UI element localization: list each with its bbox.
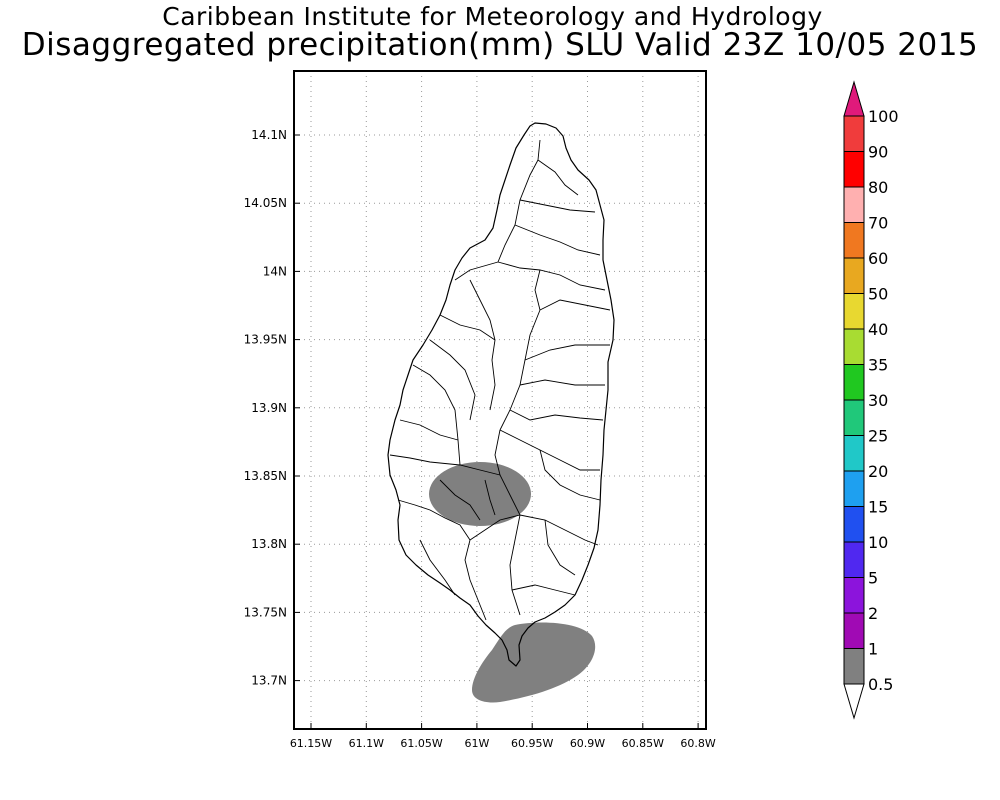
colorbar-box bbox=[843, 648, 865, 685]
x-tick-label: 61.05W bbox=[400, 737, 442, 750]
colorbar-box bbox=[843, 151, 865, 188]
x-tick-label: 61.15W bbox=[290, 737, 332, 750]
colorbar-label: 100 bbox=[868, 107, 899, 126]
colorbar-label: 35 bbox=[868, 356, 888, 375]
y-axis-ticks: 14.1N 14.05N 14N 13.95N 13.9N 13.85N 13.8N 13.7… bbox=[244, 128, 300, 688]
y-tick-label: 13.8N bbox=[251, 537, 287, 551]
colorbar-box bbox=[843, 577, 865, 614]
colorbar-box bbox=[843, 364, 865, 401]
colorbar-box bbox=[843, 328, 865, 365]
colorbar-box bbox=[843, 186, 865, 223]
x-tick-label: 60.85W bbox=[622, 737, 664, 750]
chart-subtitle: Disaggregated precipitation(mm) SLU Vali… bbox=[21, 27, 979, 63]
x-tick-label: 60.8W bbox=[680, 737, 715, 750]
colorbar-label: 70 bbox=[868, 214, 888, 233]
x-axis-ticks: 61.15W 61.1W 61.05W 61W 60.95W 60.9W 60.85W 60.… bbox=[290, 723, 716, 750]
x-tick-label: 60.9W bbox=[570, 737, 605, 750]
map-frame bbox=[293, 70, 707, 730]
colorbar-label: 25 bbox=[868, 427, 888, 446]
colorbar: 100 90 80 70 60 50 40 35 30 25 20 15 10 5 2 1 0.5 bbox=[843, 80, 899, 720]
y-tick-label: 13.7N bbox=[251, 674, 287, 688]
colorbar-box bbox=[843, 222, 865, 259]
colorbar-box bbox=[843, 293, 865, 330]
y-tick-label: 14N bbox=[263, 264, 287, 278]
colorbar-label: 1 bbox=[868, 640, 878, 659]
precip-area-south bbox=[472, 622, 596, 703]
y-tick-label: 13.9N bbox=[251, 401, 287, 415]
y-tick-label: 13.95N bbox=[244, 333, 287, 347]
colorbar-label: 60 bbox=[868, 249, 888, 268]
colorbar-label: 0.5 bbox=[868, 675, 893, 694]
colorbar-label: 80 bbox=[868, 178, 888, 197]
y-tick-label: 13.85N bbox=[244, 469, 287, 483]
colorbar-label: 90 bbox=[868, 143, 888, 162]
colorbar-label: 20 bbox=[868, 462, 888, 481]
y-tick-label: 13.75N bbox=[244, 605, 287, 619]
island-outline bbox=[387, 122, 615, 667]
map-grid bbox=[294, 71, 706, 729]
y-tick-label: 14.05N bbox=[244, 196, 287, 210]
colorbar-box bbox=[843, 399, 865, 436]
x-tick-label: 61.1W bbox=[349, 737, 384, 750]
colorbar-box bbox=[843, 435, 865, 472]
colorbar-label: 50 bbox=[868, 285, 888, 304]
x-tick-label: 60.95W bbox=[511, 737, 553, 750]
colorbar-bottom-triangle bbox=[843, 683, 865, 720]
colorbar-box bbox=[843, 257, 865, 294]
colorbar-box bbox=[843, 115, 865, 152]
colorbar-label: 30 bbox=[868, 391, 888, 410]
colorbar-top-triangle bbox=[843, 80, 865, 117]
colorbar-box bbox=[843, 541, 865, 578]
colorbar-label: 10 bbox=[868, 533, 888, 552]
colorbar-label: 2 bbox=[868, 604, 878, 623]
x-tick-label: 61W bbox=[464, 737, 489, 750]
colorbar-label: 5 bbox=[868, 569, 878, 588]
colorbar-box bbox=[843, 470, 865, 507]
colorbar-label: 40 bbox=[868, 320, 888, 339]
colorbar-box bbox=[843, 612, 865, 649]
chart-title: Caribbean Institute for Meteorology and … bbox=[162, 2, 823, 31]
y-tick-label: 14.1N bbox=[251, 128, 287, 142]
watershed-boundaries bbox=[389, 139, 611, 621]
precip-area-central bbox=[429, 462, 531, 526]
precip-shading bbox=[429, 462, 596, 703]
colorbar-label: 15 bbox=[868, 498, 888, 517]
colorbar-box bbox=[843, 506, 865, 543]
